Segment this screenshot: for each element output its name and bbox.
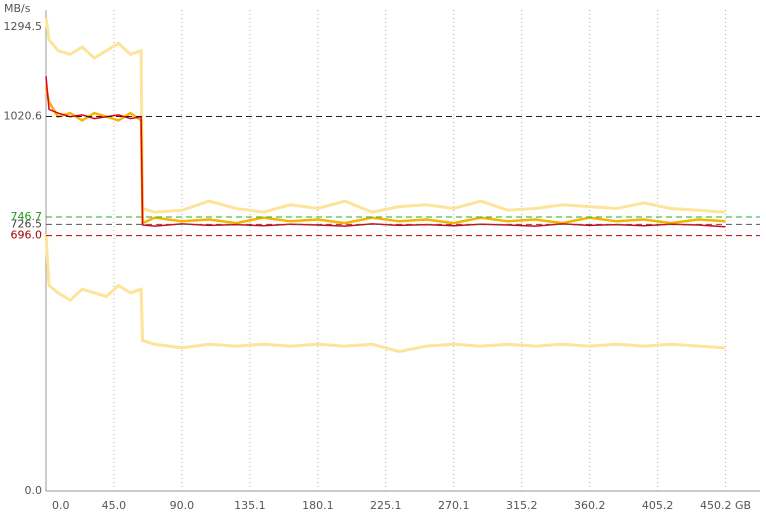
x-tick-label: 405.2	[642, 499, 674, 512]
x-tick-label: 225.1	[370, 499, 402, 512]
y-tick-label: 0.0	[25, 484, 43, 497]
y-tick-label: 746.7	[11, 210, 43, 223]
series-line	[44, 17, 726, 214]
y-axis-label: MB/s	[4, 2, 31, 15]
x-tick-label: 270.1	[438, 499, 470, 512]
y-tick-label: 1020.6	[4, 110, 43, 123]
x-tick-label: 90.0	[170, 499, 195, 512]
y-tick-label: 696.0	[11, 229, 43, 242]
x-tick-label: 180.1	[302, 499, 334, 512]
x-tick-label: 360.2	[574, 499, 606, 512]
y-tick-label: 726.5	[11, 217, 43, 230]
series-line	[44, 87, 726, 226]
x-tick-label: 315.2	[506, 499, 538, 512]
x-tick-label: 135.1	[234, 499, 266, 512]
x-tick-label: 0.0	[52, 499, 70, 512]
y-tick-label: 1294.5	[4, 20, 43, 33]
x-tick-label: 45.0	[102, 499, 127, 512]
series-line	[44, 234, 726, 354]
x-tick-label: 450.2 GB	[700, 499, 751, 512]
